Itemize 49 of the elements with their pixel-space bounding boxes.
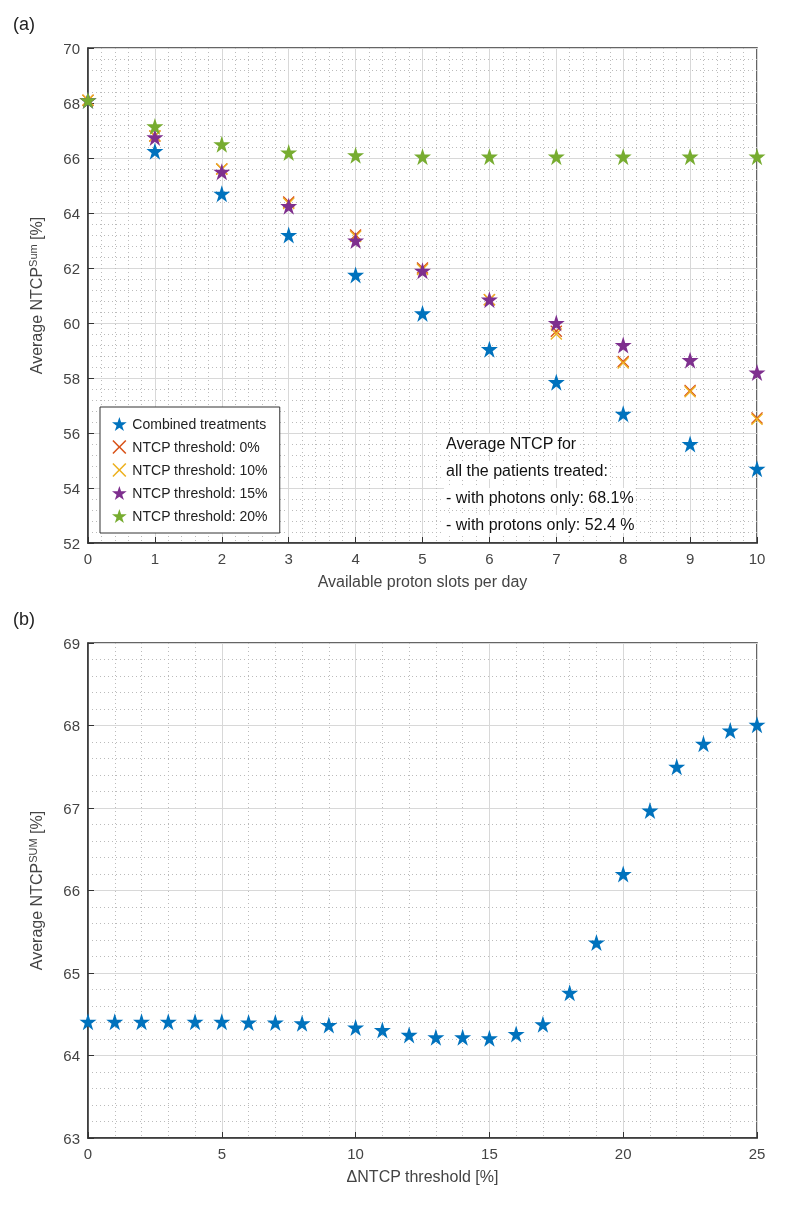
y-tick-label: 67 xyxy=(63,799,80,817)
x-axis-title: Available proton slots per day xyxy=(317,572,528,590)
x-axis-title: ΔNTCP threshold [%] xyxy=(346,1167,499,1185)
x-tick-label: 4 xyxy=(351,550,360,567)
annotation: Average NTCP for xyxy=(446,434,577,452)
annotation: - with photons only: 68.1% xyxy=(446,488,634,506)
x-tick-label: 5 xyxy=(217,1145,226,1162)
legend-label: NTCP threshold: 10% xyxy=(132,462,268,478)
legend-label: NTCP threshold: 15% xyxy=(132,485,268,501)
y-tick-label: 60 xyxy=(63,314,80,332)
legend-label: Combined treatments xyxy=(132,416,267,432)
x-tick-label: 5 xyxy=(418,550,427,567)
y-tick-label: 68 xyxy=(63,717,80,734)
x-tick-label: 2 xyxy=(217,550,226,567)
y-tick-label: 56 xyxy=(63,424,80,442)
y-tick-label: 54 xyxy=(63,479,80,497)
annotation: all the patients treated: xyxy=(446,461,608,479)
x-tick-label: 1 xyxy=(150,550,160,567)
x-tick-label: 9 xyxy=(685,550,695,567)
x-tick-label: 10 xyxy=(748,550,766,567)
annotation: - with protons only: 52.4 % xyxy=(446,515,635,533)
x-tick-label: 3 xyxy=(284,550,293,567)
y-tick-label: 69 xyxy=(63,634,80,652)
x-tick-label: 25 xyxy=(748,1145,766,1162)
x-tick-label: 7 xyxy=(552,550,561,567)
x-tick-label: 15 xyxy=(481,1145,498,1162)
x-tick-label: 0 xyxy=(83,1145,93,1162)
y-axis-title: Average NTCPSum [%] xyxy=(26,216,45,375)
y-tick-label: 64 xyxy=(63,204,80,222)
y-tick-label: 68 xyxy=(63,94,80,112)
y-axis-title: Average NTCPSUM [%] xyxy=(26,810,45,971)
y-tick-label: 63 xyxy=(63,1129,80,1147)
y-tick-label: 58 xyxy=(63,369,80,387)
y-tick-label: 52 xyxy=(63,534,80,552)
legend-label: NTCP threshold: 20% xyxy=(132,508,268,524)
y-tick-label: 65 xyxy=(63,964,80,982)
x-tick-label: 6 xyxy=(485,550,494,567)
y-tick-label: 70 xyxy=(63,39,80,57)
x-tick-label: 10 xyxy=(347,1145,364,1162)
y-tick-label: 64 xyxy=(63,1047,80,1064)
y-tick-label: 62 xyxy=(63,259,80,277)
chart-title: (a) xyxy=(13,14,35,34)
x-tick-label: 8 xyxy=(619,550,628,567)
x-tick-label: 20 xyxy=(614,1145,632,1162)
y-tick-label: 66 xyxy=(63,149,80,167)
x-tick-label: 0 xyxy=(83,550,93,567)
legend-label: NTCP threshold: 0% xyxy=(132,439,260,455)
y-tick-label: 66 xyxy=(63,882,80,899)
chart-title: (b) xyxy=(13,609,35,629)
